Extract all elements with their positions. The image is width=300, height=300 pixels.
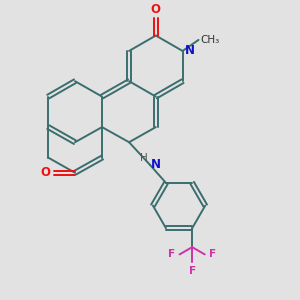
Text: CH₃: CH₃ (200, 35, 219, 45)
Text: N: N (151, 158, 161, 171)
Text: O: O (151, 3, 161, 16)
Text: N: N (185, 44, 195, 57)
Text: F: F (209, 249, 216, 260)
Text: H: H (140, 153, 148, 164)
Text: F: F (168, 249, 175, 260)
Text: F: F (189, 266, 196, 276)
Text: O: O (40, 166, 51, 179)
